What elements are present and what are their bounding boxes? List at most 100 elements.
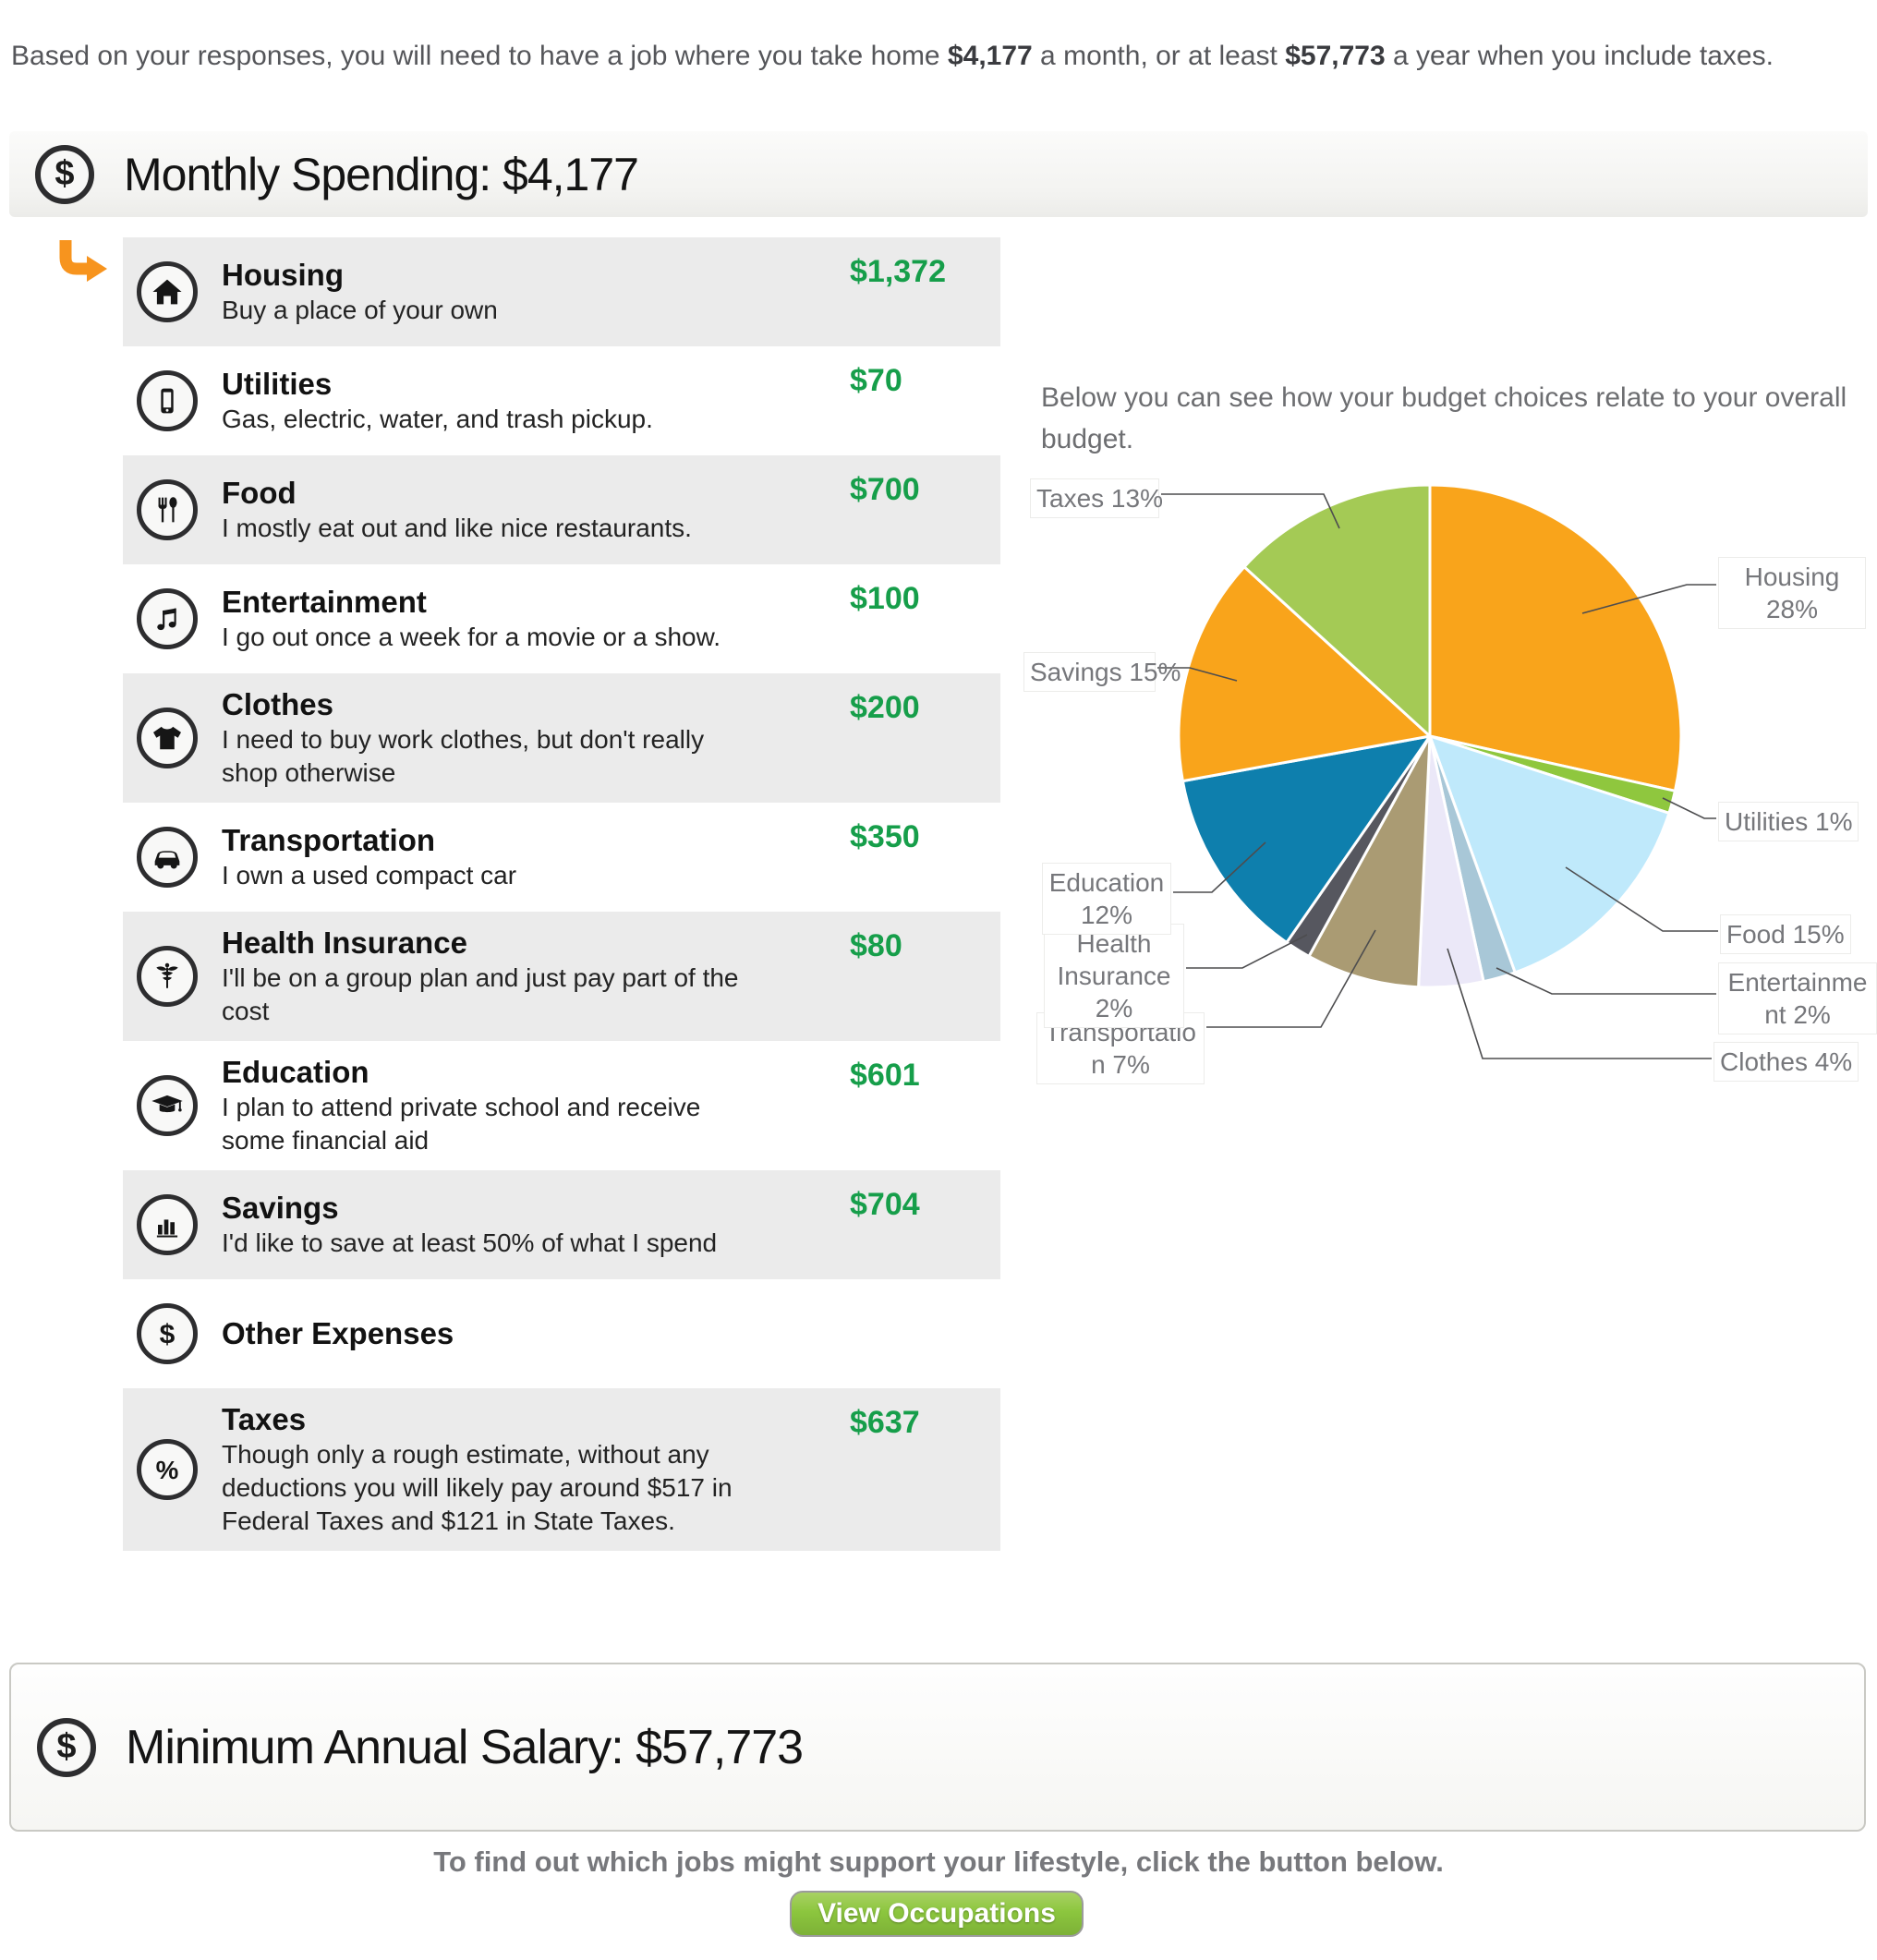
pie-slice-taxes	[1242, 483, 1432, 738]
category-name: Housing	[222, 258, 344, 292]
row-text: Health Insurance I'll be on a group plan …	[222, 925, 744, 1028]
leader-line-transportation	[1206, 929, 1376, 1028]
pie-label-food: Food 15%	[1720, 914, 1851, 954]
category-description: I own a used compact car	[222, 861, 517, 889]
budget-row-transportation[interactable]: Transportation I own a used compact car $3…	[123, 803, 1000, 912]
category-name: Other Expenses	[222, 1316, 454, 1350]
row-text: Taxes Though only a rough estimate, witho…	[222, 1401, 744, 1538]
house-icon	[137, 261, 198, 322]
budget-category-list: Housing Buy a place of your own $1,372 Util…	[123, 237, 1000, 1551]
chart-intro-text: Below you can see how your budget choice…	[1041, 382, 1847, 454]
budget-row-clothes[interactable]: Clothes I need to buy work clothes, but d…	[123, 673, 1000, 803]
leader-line-taxes	[1161, 493, 1340, 529]
percent-icon: %	[137, 1439, 198, 1500]
row-text: Utilities Gas, electric, water, and trash…	[222, 366, 744, 436]
row-text: Savings I'd like to save at least 50% of …	[222, 1190, 744, 1260]
budget-row-entertainment[interactable]: Entertainment I go out once a week for a …	[123, 564, 1000, 673]
category-amount: $200	[850, 690, 920, 725]
phone-icon	[137, 370, 198, 431]
budget-row-savings[interactable]: Savings I'd like to save at least 50% of …	[123, 1170, 1000, 1279]
find-jobs-cta-text: To find out which jobs might support you…	[433, 1845, 1444, 1878]
annual-salary-value: $57,773	[1285, 41, 1386, 71]
pie-label-clothes: Clothes 4%	[1714, 1042, 1859, 1082]
category-description: Gas, electric, water, and trash pickup.	[222, 405, 653, 433]
leader-line-savings	[1157, 667, 1238, 682]
budget-pie-chart: Housing 28% Utilities 1% Food 15% Entertain…	[1016, 342, 1877, 1108]
category-amount: $70	[850, 363, 902, 398]
pie-label-housing: Housing 28%	[1718, 557, 1866, 629]
row-text: Housing Buy a place of your own	[222, 257, 744, 327]
category-name: Clothes	[222, 687, 334, 721]
tshirt-icon	[137, 708, 198, 768]
graduation-cap-icon	[137, 1075, 198, 1136]
leader-line-education	[1173, 841, 1266, 893]
pie-label-entertainment: Entertainment 2%	[1718, 962, 1877, 1034]
minimum-annual-salary-bar: $ Minimum Annual Salary: $57,773	[9, 1663, 1866, 1832]
monthly-takehome-value: $4,177	[947, 41, 1033, 71]
budget-row-education[interactable]: Education I plan to attend private school…	[123, 1041, 1000, 1170]
pie-slice-transportation	[1307, 734, 1432, 989]
row-text: Other Expenses	[222, 1315, 744, 1352]
row-text: Education I plan to attend private school…	[222, 1054, 744, 1157]
pie-label-utilities: Utilities 1%	[1718, 802, 1859, 841]
leader-line-entertainment	[1496, 967, 1716, 995]
category-description: I mostly eat out and like nice restauran…	[222, 514, 692, 542]
category-description: I go out once a week for a movie or a sh…	[222, 623, 721, 651]
category-amount: $350	[850, 819, 920, 854]
category-name: Taxes	[222, 1402, 307, 1436]
category-description: I plan to attend private school and rece…	[222, 1093, 701, 1155]
category-name: Education	[222, 1055, 369, 1089]
dollar-coin-icon: $	[35, 144, 94, 204]
row-text: Food I mostly eat out and like nice resta…	[222, 475, 744, 545]
pie-slice-housing	[1428, 483, 1683, 792]
pie-label-education: Education 12%	[1042, 863, 1171, 935]
svg-text:%: %	[156, 1456, 179, 1484]
budget-row-health-insurance[interactable]: Health Insurance I'll be on a group plan …	[123, 912, 1000, 1041]
intro-paragraph: Based on your responses, you will need t…	[11, 41, 1774, 71]
category-amount: $700	[850, 472, 920, 507]
category-amount: $80	[850, 928, 902, 963]
category-amount: $637	[850, 1405, 920, 1440]
category-name: Health Insurance	[222, 926, 467, 960]
budget-row-taxes[interactable]: % Taxes Though only a rough estimate, with…	[123, 1388, 1000, 1551]
pie-slice-food	[1428, 734, 1671, 974]
leader-line-housing	[1581, 584, 1716, 614]
minimum-annual-salary-title: Minimum Annual Salary: $57,773	[126, 1720, 804, 1774]
category-amount: $601	[850, 1058, 920, 1093]
category-description: Buy a place of your own	[222, 296, 498, 324]
category-amount: $1,372	[850, 254, 946, 289]
utensils-icon	[137, 479, 198, 540]
row-text: Clothes I need to buy work clothes, but d…	[222, 686, 744, 790]
car-icon	[137, 827, 198, 888]
category-name: Transportation	[222, 823, 436, 857]
pie-label-health-insurance: Health Insurance 2%	[1044, 924, 1184, 1028]
music-notes-icon	[137, 588, 198, 649]
svg-text:$: $	[160, 1320, 176, 1350]
budget-row-other-expenses[interactable]: $ Other Expenses	[123, 1279, 1000, 1388]
leader-line-utilities	[1662, 797, 1716, 819]
category-name: Savings	[222, 1191, 339, 1225]
view-occupations-button[interactable]: View Occupations	[790, 1891, 1084, 1937]
budget-row-utilities[interactable]: Utilities Gas, electric, water, and trash…	[123, 346, 1000, 455]
category-amount: $704	[850, 1187, 920, 1222]
budget-row-food[interactable]: Food I mostly eat out and like nice resta…	[123, 455, 1000, 564]
pie-label-savings: Savings 15%	[1023, 652, 1181, 692]
monthly-spending-title: Monthly Spending: $4,177	[124, 148, 639, 200]
category-name: Food	[222, 476, 297, 510]
row-text: Transportation I own a used compact car	[222, 822, 744, 892]
pie-label-taxes: Taxes 13%	[1030, 478, 1163, 518]
category-description: Though only a rough estimate, without an…	[222, 1440, 733, 1535]
dollar-coin-icon: $	[37, 1717, 96, 1777]
pie-slice-savings	[1177, 565, 1432, 783]
category-description: I need to buy work clothes, but don't re…	[222, 725, 705, 787]
budget-row-housing[interactable]: Housing Buy a place of your own $1,372	[123, 237, 1000, 346]
leader-line-food	[1565, 866, 1718, 932]
category-name: Utilities	[222, 367, 333, 401]
dollar-coin-icon: $	[137, 1303, 198, 1364]
category-description: I'll be on a group plan and just pay par…	[222, 963, 739, 1025]
row-text: Entertainment I go out once a week for a …	[222, 584, 744, 654]
leader-line-health-insurance	[1186, 934, 1308, 969]
monthly-spending-header: $ Monthly Spending: $4,177	[9, 131, 1868, 217]
caduceus-icon	[137, 946, 198, 1007]
category-description: I'd like to save at least 50% of what I …	[222, 1228, 718, 1257]
